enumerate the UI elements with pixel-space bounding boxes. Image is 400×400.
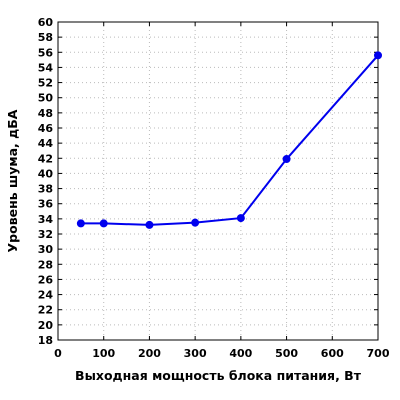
y-tick-label: 50 xyxy=(38,92,54,105)
data-point xyxy=(191,218,200,227)
y-axis-ticks: 18 20 22 24 26 28 30 32 34 36 38 40 42 44 46 48 50 52 54 56… xyxy=(38,16,378,347)
y-tick-label: 40 xyxy=(38,167,54,180)
data-point xyxy=(76,219,85,228)
y-tick-label: 28 xyxy=(38,258,53,271)
y-tick-label: 24 xyxy=(38,289,54,302)
y-tick-label: 18 xyxy=(38,334,53,347)
grid-lines xyxy=(58,22,378,340)
y-tick-label: 36 xyxy=(38,198,54,211)
y-tick-label: 30 xyxy=(38,243,54,256)
y-tick-label: 20 xyxy=(38,319,54,332)
y-tick-label: 54 xyxy=(38,61,54,74)
data-point xyxy=(236,214,245,223)
y-tick-label: 44 xyxy=(38,137,54,150)
y-tick-label: 34 xyxy=(38,213,54,226)
y-tick-label: 42 xyxy=(38,152,53,165)
y-tick-label: 26 xyxy=(38,273,54,286)
series-group xyxy=(76,51,382,229)
x-tick-label: 400 xyxy=(229,347,252,360)
y-tick-label: 38 xyxy=(38,183,53,196)
y-tick-label: 32 xyxy=(38,228,53,241)
data-point xyxy=(282,155,291,164)
y-tick-label: 22 xyxy=(38,304,53,317)
x-tick-label: 300 xyxy=(184,347,207,360)
x-tick-label: 200 xyxy=(138,347,161,360)
y-tick-label: 46 xyxy=(38,122,54,135)
x-tick-label: 500 xyxy=(275,347,298,360)
y-tick-label: 52 xyxy=(38,77,53,90)
y-axis-label: Уровень шума, дБА xyxy=(5,109,20,252)
data-point xyxy=(145,220,154,229)
plot-frame xyxy=(57,21,379,341)
data-point xyxy=(99,219,108,228)
x-axis-label: Выходная мощность блока питания, Вт xyxy=(75,368,362,383)
data-point xyxy=(374,51,382,60)
y-tick-label: 56 xyxy=(38,46,54,59)
x-tick-label: 0 xyxy=(54,347,62,360)
x-tick-label: 100 xyxy=(92,347,115,360)
series-line xyxy=(80,54,379,226)
y-tick-label: 58 xyxy=(38,31,53,44)
x-tick-label: 700 xyxy=(367,347,390,360)
y-tick-label: 60 xyxy=(38,16,54,29)
x-tick-label: 600 xyxy=(321,347,344,360)
y-tick-label: 48 xyxy=(38,107,53,120)
x-axis-ticks: 0 100 200 300 400 500 600 700 xyxy=(54,22,390,360)
